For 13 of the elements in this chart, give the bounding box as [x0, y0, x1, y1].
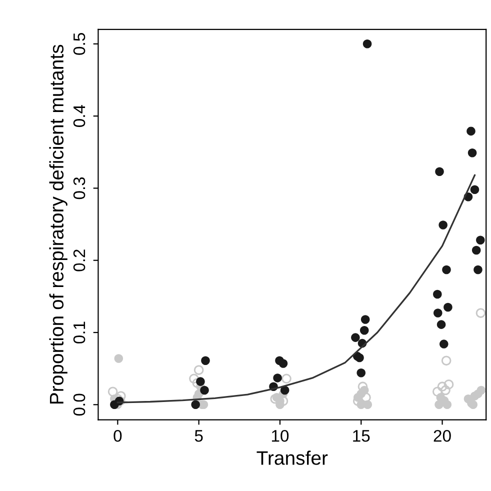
- x-tick-label: 20: [434, 430, 451, 442]
- x-tick-label: 0: [114, 430, 122, 442]
- y-tick-label: 0.2: [73, 250, 86, 272]
- y-tick-label: 0.5: [73, 33, 86, 55]
- x-tick-label: 5: [194, 430, 203, 442]
- y-tick-label: 0.1: [73, 322, 86, 344]
- x-tick-label: 10: [272, 430, 289, 442]
- y-axis-title: Proportion of respiratory deficient mutants: [49, 44, 68, 404]
- x-tick-label: 15: [353, 430, 370, 442]
- y-tick-label: 0.0: [73, 394, 86, 416]
- y-tick-label: 0.4: [73, 104, 86, 127]
- x-axis-title: Transfer: [256, 450, 328, 465]
- y-tick-label: 0.3: [73, 177, 86, 200]
